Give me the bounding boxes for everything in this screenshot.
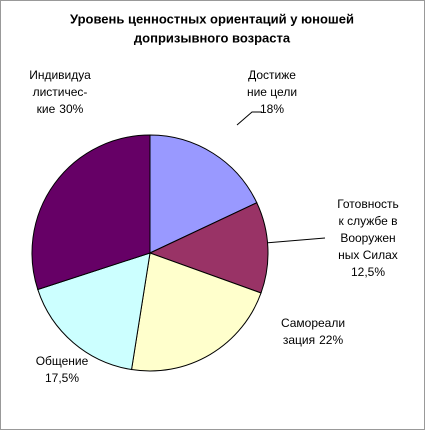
category-label: Достиже [248,68,296,82]
category-label: листичес- [33,85,88,99]
value-label: 30% [59,102,83,116]
pie-slice [130,252,262,372]
pie-slice [148,202,269,294]
leader-lines [31,111,326,372]
value-label: 17,5% [45,371,79,385]
chart-title: Уровень ценностных ориентаций у юношей [70,11,354,26]
data-label: Готовность [337,197,399,211]
data-label: Самореали [281,316,345,330]
category-label: Вооружен [340,231,395,245]
category-label: Индивидуа [29,68,91,82]
category-label: зация [283,333,315,347]
data-label: листичес- [33,85,88,99]
data-label: зация 22% [283,333,344,347]
data-label: Достиже [248,68,296,82]
pie-slice [37,252,151,371]
category-label: к службе в [338,214,397,228]
data-label: ных Силах [338,248,398,262]
data-label: Общение [36,354,89,368]
category-label: ние цели [247,85,297,99]
category-label: кие [37,102,56,116]
category-label: Общение [36,354,89,368]
pie-slice [31,134,151,291]
pie-slice [149,134,258,254]
value-label: 18% [260,102,284,116]
value-label: 22% [319,333,343,347]
category-label: Готовность [337,197,399,211]
data-label: ние цели [247,85,297,99]
data-label: к службе в [338,214,397,228]
category-label: Самореали [281,316,345,330]
value-label: 12,5% [351,265,385,279]
chart-title: допризывного возраста [134,30,291,45]
data-label: Вооружен [340,231,395,245]
data-label: кие 30% [37,102,84,116]
data-label: Индивидуа [29,68,91,82]
category-label: ных Силах [338,248,398,262]
